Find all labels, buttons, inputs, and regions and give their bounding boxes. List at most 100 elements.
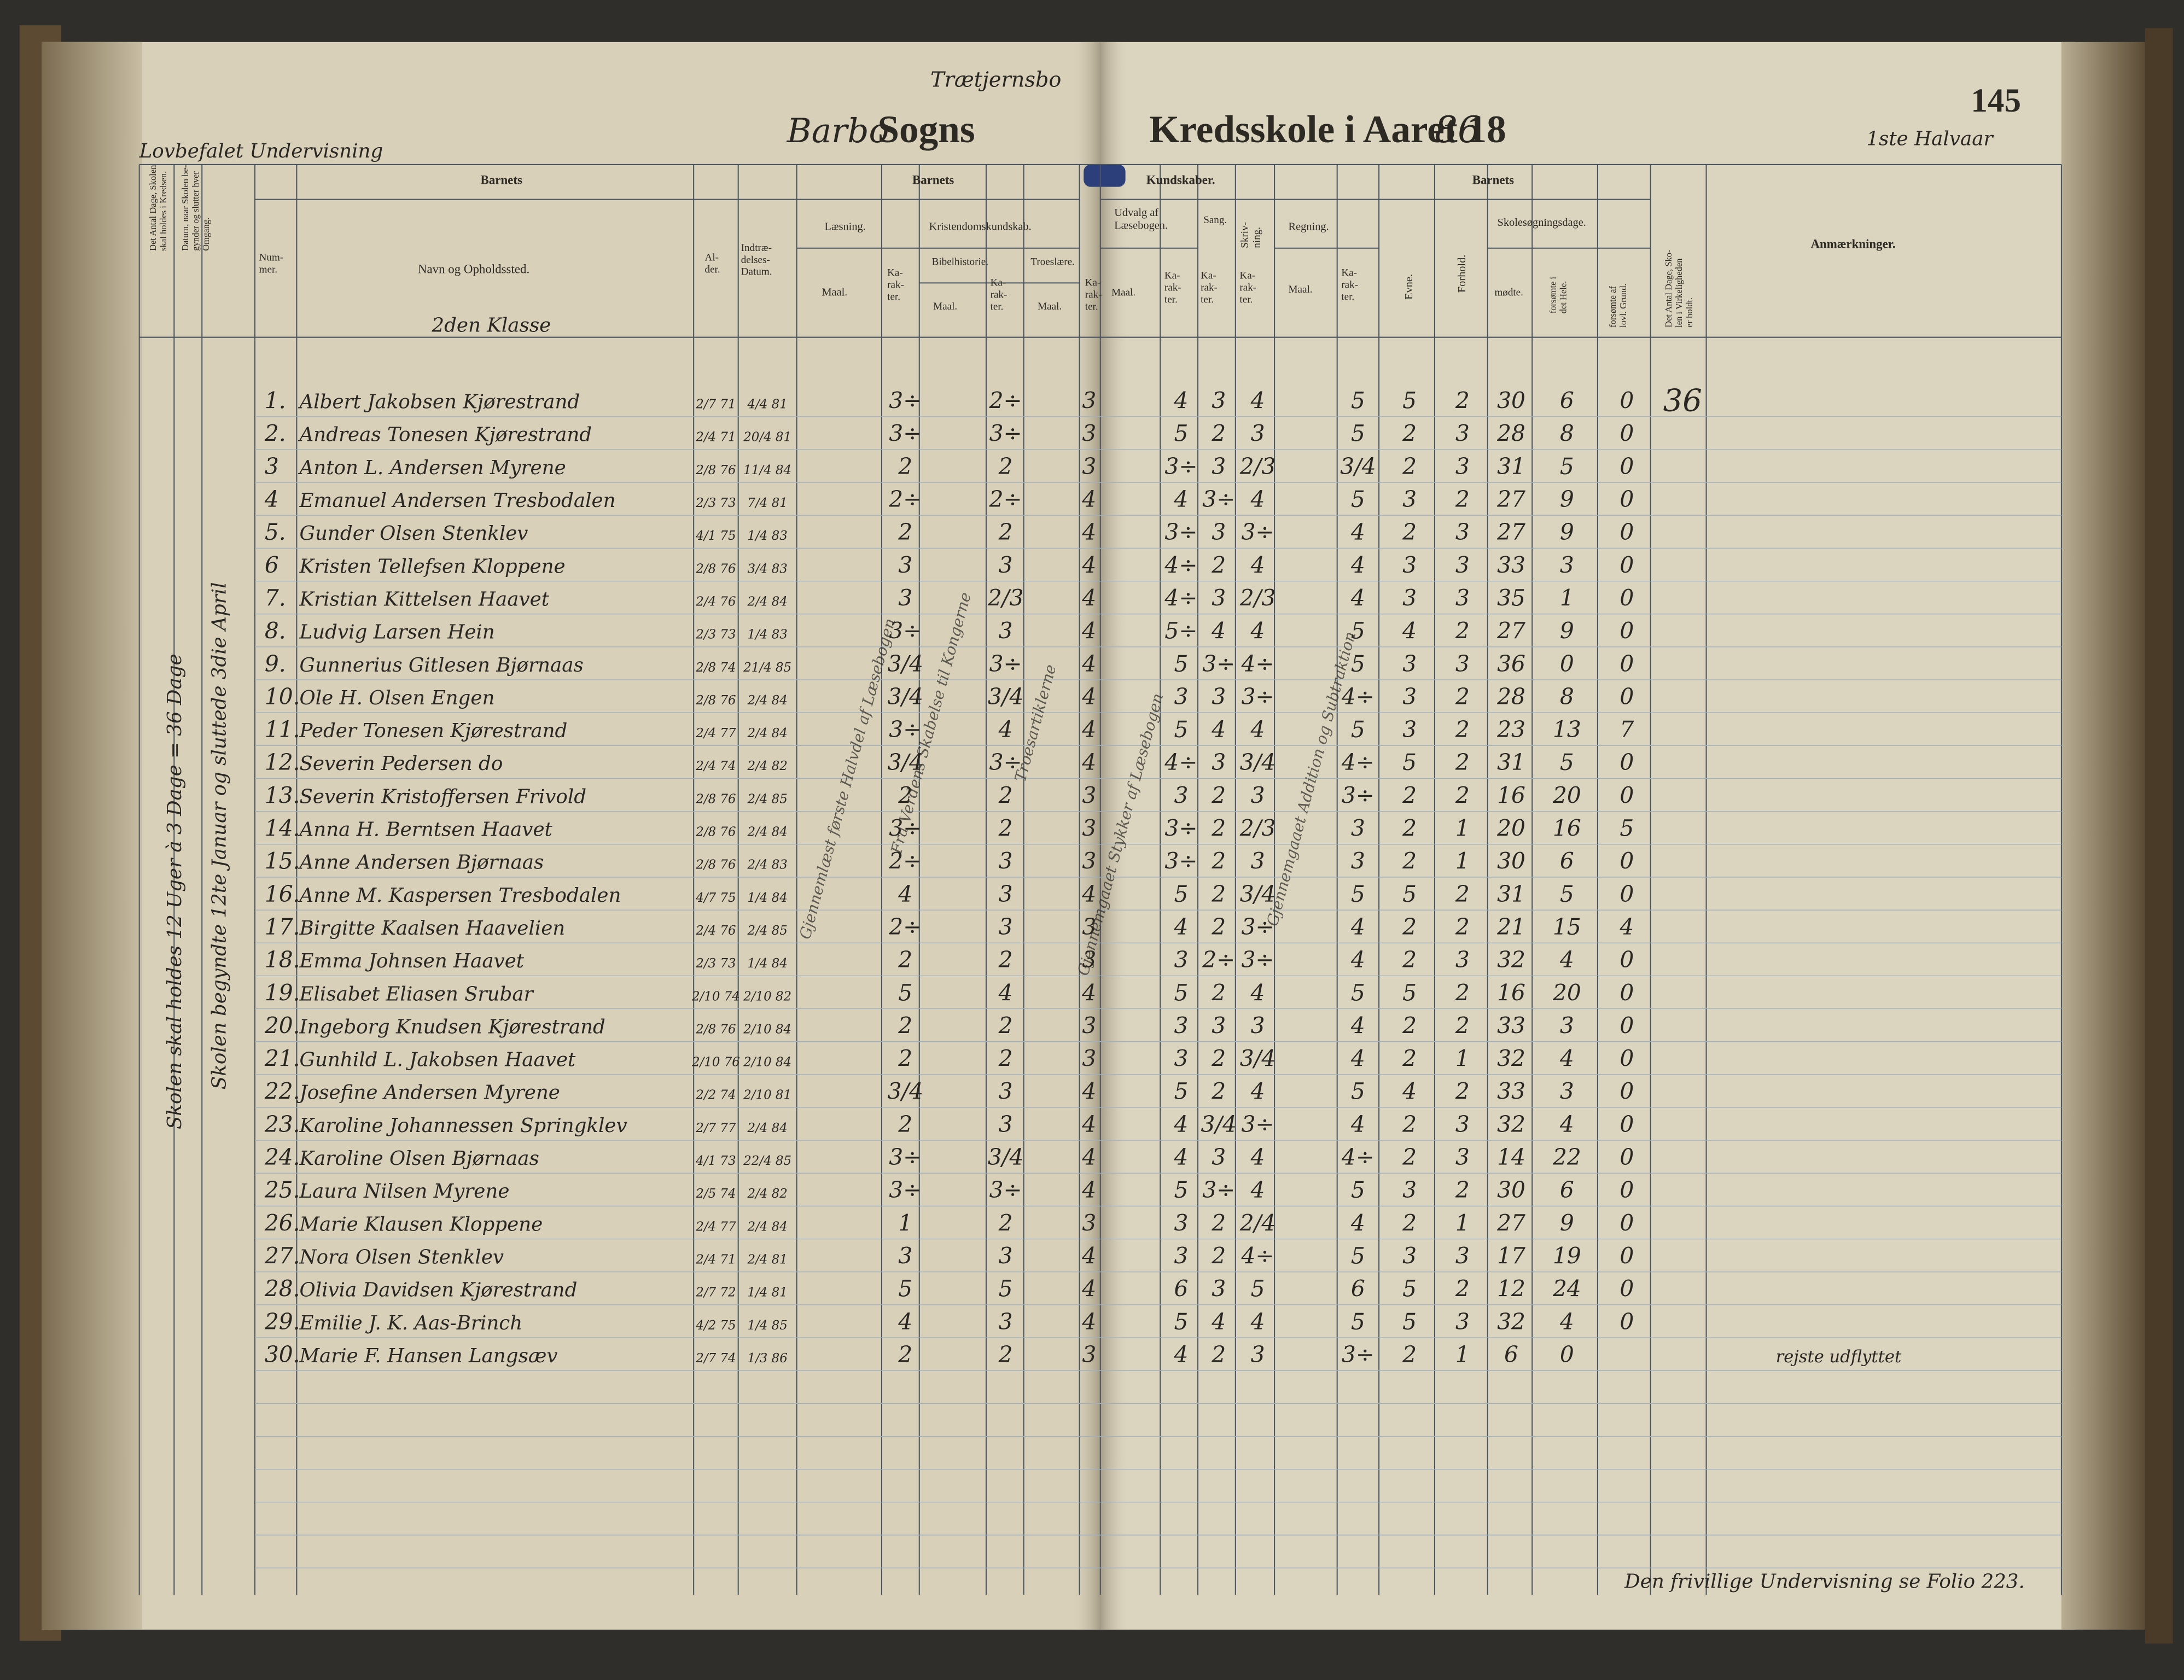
column-header: Det Antal Dage, Skolenskal holdes i Kred… xyxy=(148,165,168,251)
conduct: 2 xyxy=(1455,979,1470,1006)
reading-grade: 2 xyxy=(898,782,912,808)
days-present: 30 xyxy=(1497,848,1525,874)
days-absent: 6 xyxy=(1560,1177,1574,1203)
days-absent-lawful: 0 xyxy=(1620,1309,1634,1335)
writing-grade: 3 xyxy=(1251,848,1265,874)
right-page xyxy=(1100,42,2076,1630)
pupil-name: Gunhild L. Jakobsen Haavet xyxy=(300,1049,576,1071)
row-number: 2. xyxy=(264,421,286,447)
ability: 2 xyxy=(1402,421,1417,447)
binding-thread xyxy=(1084,164,1126,187)
singing-grade: 2 xyxy=(1211,1242,1226,1269)
column-header: Maal. xyxy=(933,301,957,312)
column-header-line: Læsebogen. xyxy=(1114,220,1168,232)
catechism-grade: 4 xyxy=(1081,651,1096,677)
writing-grade: 3÷ xyxy=(1242,1111,1274,1138)
reading-grade: 2÷ xyxy=(888,486,922,512)
days-present: 32 xyxy=(1497,1111,1525,1138)
entry-date: 2/4 84 xyxy=(747,1220,788,1234)
days-absent: 9 xyxy=(1560,486,1574,512)
column-header-line: Barnets xyxy=(1472,173,1514,187)
column-header-line: er holdt. xyxy=(1684,298,1694,328)
conduct: 3 xyxy=(1455,651,1470,677)
row-number: 30. xyxy=(265,1341,300,1368)
ability: 2 xyxy=(1402,947,1417,973)
reading-grade: 2 xyxy=(898,1341,912,1368)
reader-grade: 4 xyxy=(1174,1144,1189,1170)
singing-grade: 2÷ xyxy=(1202,947,1235,973)
age: 2/8 74 xyxy=(695,661,736,675)
writing-grade: 3÷ xyxy=(1242,914,1274,940)
reading-grade: 3÷ xyxy=(889,421,922,447)
days-absent: 4 xyxy=(1559,1046,1574,1072)
column-header: Kundskaber. xyxy=(1146,173,1215,187)
pupil-name: Peder Tonesen Kjørestrand xyxy=(299,720,568,742)
arithmetic-grade: 3 xyxy=(1351,848,1365,874)
reading-grade: 3 xyxy=(898,585,912,611)
bible-history-grade: 3 xyxy=(999,1078,1013,1105)
row-number: 8. xyxy=(265,618,286,644)
age: 4/7 75 xyxy=(695,891,736,905)
arithmetic-grade: 5 xyxy=(1351,388,1365,414)
days-present: 20 xyxy=(1496,815,1525,842)
days-absent: 0 xyxy=(1560,651,1574,677)
parish-handwritten: Barbo xyxy=(787,112,889,150)
days-present: 14 xyxy=(1497,1144,1525,1170)
age: 2/3 73 xyxy=(695,956,736,971)
row-number: 22. xyxy=(264,1078,300,1105)
reading-grade: 2 xyxy=(898,1111,912,1138)
catechism-grade: 3 xyxy=(1082,1341,1096,1368)
singing-grade: 3÷ xyxy=(1202,486,1235,512)
content: TrætjernsboTrætjernsboBarboSognsKredssko… xyxy=(138,68,2062,1595)
days-absent-lawful: 0 xyxy=(1620,782,1634,808)
conduct: 3 xyxy=(1455,1309,1470,1335)
arithmetic-grade: 3÷ xyxy=(1342,782,1375,808)
column-header: Læsning. xyxy=(825,221,866,233)
entry-date: 2/4 85 xyxy=(747,792,788,806)
reading-grade: 1 xyxy=(898,1210,912,1236)
singing-grade: 2 xyxy=(1211,815,1226,842)
column-header-line: Maal. xyxy=(933,301,957,312)
entry-date: 21/4 85 xyxy=(743,661,791,675)
ability: 3 xyxy=(1402,585,1417,611)
column-header-line: Anmærkninger. xyxy=(1811,237,1896,251)
days-absent-lawful: 0 xyxy=(1620,1144,1634,1170)
column-header-line: det Hele. xyxy=(1558,281,1569,314)
arithmetic-grade: 5 xyxy=(1351,716,1365,743)
column-header: Kristendomskundskab. xyxy=(929,221,1032,233)
days-present: 32 xyxy=(1497,1046,1525,1072)
reading-grade: 3÷ xyxy=(889,815,922,842)
column-header: Barnets xyxy=(481,173,522,187)
days-present: 17 xyxy=(1497,1242,1525,1269)
pupil-name: Andreas Tonesen Kjørestrand xyxy=(298,424,592,446)
days-absent-lawful: 0 xyxy=(1620,552,1634,578)
pupil-name: Nora Olsen Stenklev xyxy=(299,1246,504,1268)
entry-date: 11/4 84 xyxy=(743,463,791,477)
reading-grade: 3/4 xyxy=(887,749,923,775)
days-absent: 3 xyxy=(1560,1012,1574,1039)
entry-date: 2/10 84 xyxy=(743,1022,791,1036)
days-absent: 20 xyxy=(1552,979,1581,1006)
column-header-line: Navn og Opholdssted. xyxy=(418,262,529,276)
age: 2/4 76 xyxy=(695,594,736,609)
days-absent-lawful: 5 xyxy=(1620,815,1634,842)
column-header: Ka-rak-ter. xyxy=(1341,267,1358,303)
conduct: 1 xyxy=(1455,1046,1470,1072)
conduct: 3 xyxy=(1455,1242,1470,1269)
column-header: forsømte aflovl. Grund. xyxy=(1608,283,1628,327)
reader-grade: 4÷ xyxy=(1164,552,1197,578)
arithmetic-grade: 3 xyxy=(1351,815,1365,842)
reader-grade: 3 xyxy=(1174,782,1189,808)
days-absent-lawful: 0 xyxy=(1620,1210,1634,1236)
column-header-line: rak- xyxy=(1239,282,1256,294)
days-absent: 4 xyxy=(1559,947,1574,973)
bible-history-grade: 2 xyxy=(998,453,1013,480)
reader-grade: 4÷ xyxy=(1164,585,1197,611)
pupil-name: Anna H. Berntsen Haavet xyxy=(298,819,553,841)
age: 4/2 75 xyxy=(695,1319,736,1333)
conduct: 2 xyxy=(1455,486,1470,512)
bible-history-grade: 3÷ xyxy=(989,749,1022,775)
singing-grade: 2 xyxy=(1211,421,1226,447)
reader-grade: 3 xyxy=(1174,1210,1189,1236)
